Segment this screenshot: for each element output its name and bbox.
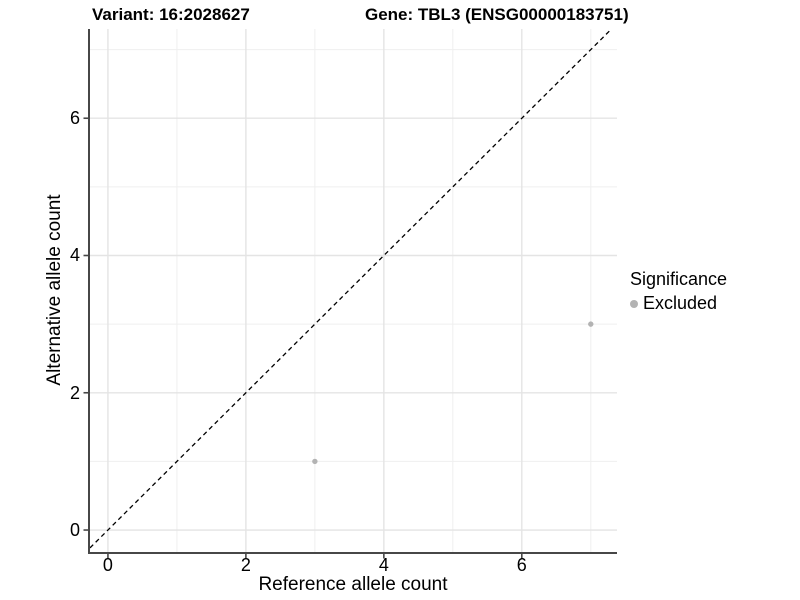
x-tick-label: 0 <box>102 555 113 575</box>
legend-point-icon <box>630 299 638 308</box>
legend-item-label: Excluded <box>643 293 718 313</box>
data-point <box>588 321 594 327</box>
legend-item: Excluded <box>630 293 727 314</box>
y-tick-label: 0 <box>69 520 80 541</box>
y-tick-label: 4 <box>69 245 80 266</box>
identity-line <box>89 28 612 549</box>
plot-title-gene: Gene: TBL3 (ENSG00000183751) <box>365 5 629 24</box>
y-axis-title: Alternative allele count <box>44 194 65 386</box>
x-tick-label: 4 <box>378 555 389 575</box>
x-tick-label: 6 <box>516 555 527 575</box>
legend: Significance Excluded <box>630 269 727 314</box>
data-point <box>312 458 318 465</box>
plot-title-variant: Variant: 16:2028627 <box>92 5 250 24</box>
y-tick-label: 2 <box>69 382 80 403</box>
x-axis-title: Reference allele count <box>258 574 448 595</box>
x-tick-label: 2 <box>240 555 251 575</box>
legend-title: Significance <box>630 269 728 289</box>
y-tick-label: 6 <box>69 108 80 129</box>
